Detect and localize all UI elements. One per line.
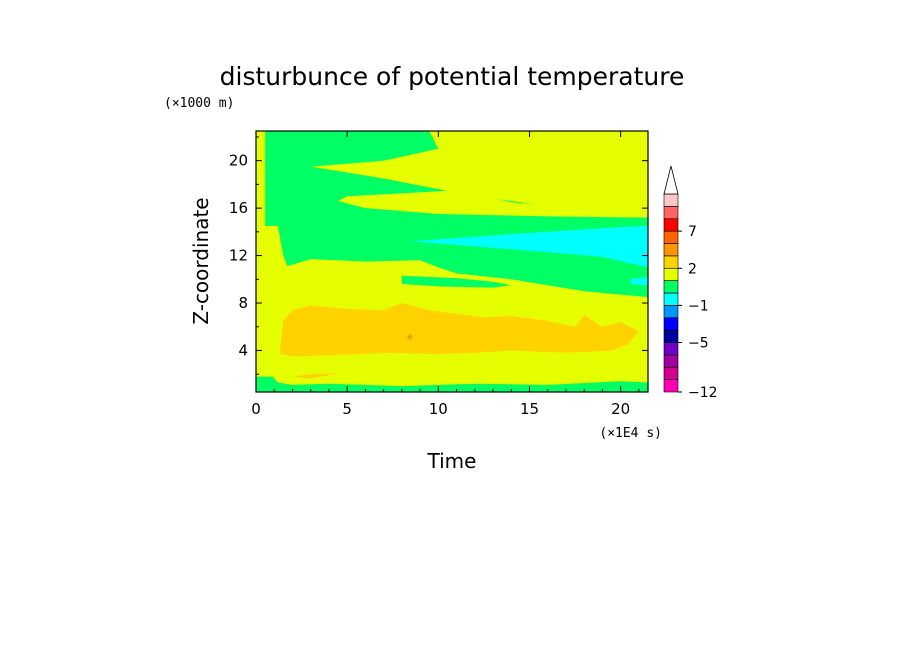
- x-tick-label: 5: [342, 400, 352, 418]
- x-tick-label: 15: [520, 400, 539, 418]
- x-axis-title: Time: [427, 449, 477, 473]
- colorbar-tick-label: −5: [688, 336, 709, 352]
- colorbar-cell: [663, 379, 679, 393]
- x-unit-label: (×1E4 s): [599, 426, 662, 441]
- contour-region-5: [411, 225, 648, 268]
- x-tick-label: 20: [611, 400, 630, 418]
- y-axis-title: Z-coordinate: [189, 197, 213, 324]
- x-axis: 0 5 10 15 20: [251, 131, 640, 418]
- colorbar: 7 2 −1 −5 −12: [663, 165, 718, 401]
- contour-region-7: [279, 303, 639, 357]
- contour-region-6: [629, 276, 648, 286]
- colorbar-tick-label: −1: [688, 298, 709, 314]
- contour-fill: [256, 131, 648, 392]
- colorbar-cell: [663, 206, 679, 220]
- contour-region-2: [338, 190, 648, 218]
- contour-region-4: [401, 275, 512, 288]
- colorbar-cell: [663, 366, 679, 380]
- y-tick-label: 20: [229, 152, 248, 170]
- colorbar-tick-label: 2: [688, 261, 697, 277]
- colorbar-tick-label: 7: [688, 224, 697, 240]
- colorbar-extend-arrow: [663, 165, 679, 195]
- y-tick-label: 4: [238, 341, 248, 359]
- y-tick-label: 12: [229, 247, 248, 265]
- colorbar-cell: [663, 243, 679, 257]
- colorbar-cell: [663, 305, 679, 319]
- y-tick-label: 16: [229, 199, 248, 217]
- colorbar-cell: [663, 354, 679, 368]
- colorbar-cell: [663, 218, 679, 232]
- y-unit-label: (×1000 m): [164, 96, 234, 111]
- colorbar-tick-label: −12: [688, 385, 718, 401]
- colorbar-cell: [663, 267, 679, 281]
- contour-region-1: [265, 131, 648, 303]
- colorbar-cell: [663, 280, 679, 294]
- x-tick-label: 10: [429, 400, 448, 418]
- contour-region-9: [256, 376, 648, 392]
- colorbar-cell: [663, 193, 679, 207]
- y-axis: 4 8 12 16 20: [229, 136, 648, 375]
- colorbar-cell: [663, 292, 679, 306]
- x-tick-label: 0: [251, 400, 261, 418]
- colorbar-cell: [663, 329, 679, 343]
- colorbar-cell: [663, 230, 679, 244]
- chart-title: disturbunce of potential temperature: [220, 62, 685, 91]
- colorbar-cell: [663, 342, 679, 356]
- colorbar-cell: [663, 255, 679, 269]
- y-tick-label: 8: [238, 294, 248, 312]
- plot-frame: [255, 130, 649, 393]
- colorbar-cell: [663, 317, 679, 331]
- contour-region-10: [292, 373, 338, 379]
- contour-region-8: [407, 333, 413, 340]
